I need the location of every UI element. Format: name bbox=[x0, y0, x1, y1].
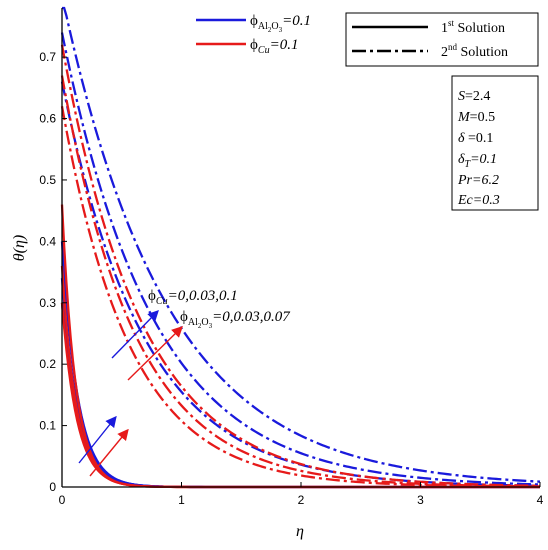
legend-label-cu: ϕCu=0.1 bbox=[250, 37, 298, 56]
legend-solutions-box bbox=[345, 12, 539, 67]
x-tick-label: 0 bbox=[59, 493, 66, 507]
y-tick-label: 0.2 bbox=[39, 357, 56, 371]
x-tick-label: 3 bbox=[417, 493, 424, 507]
y-tick-label: 0.5 bbox=[39, 173, 56, 187]
series-cu-second-phi-0_03 bbox=[60, 75, 541, 488]
y-tick-label: 0 bbox=[49, 480, 56, 494]
series-cu-first-phi-0_1 bbox=[60, 204, 540, 489]
param-pr: Pr=6.2 bbox=[457, 173, 499, 188]
x-axis-label: η bbox=[296, 523, 304, 540]
y-tick-label: 0.6 bbox=[39, 112, 56, 126]
series-cu-first-phi-0 bbox=[60, 302, 540, 489]
param-ec: Ec=0.3 bbox=[457, 193, 500, 208]
param-delta-t: δT=0.1 bbox=[458, 152, 497, 170]
annotation-phi-al2o3: ϕAl2O3=0,0.03,0.07 bbox=[180, 309, 291, 330]
y-tick-label: 0.4 bbox=[39, 234, 56, 248]
legend-label-al2o3: ϕAl2O3=0.1 bbox=[250, 13, 311, 34]
legend-solutions: 1st Solution 2nd Solution bbox=[345, 12, 539, 67]
x-ticks: 0 1 2 3 4 bbox=[59, 482, 544, 507]
x-tick-label: 2 bbox=[298, 493, 305, 507]
param-m: M=0.5 bbox=[457, 110, 495, 125]
arrow-red-second-solution bbox=[127, 326, 183, 381]
arrow-red-first-solution bbox=[89, 428, 129, 477]
series-al2o3-first-phi-0_03 bbox=[60, 278, 540, 489]
legend-nanofluid: ϕAl2O3=0.1 ϕCu=0.1 bbox=[196, 13, 311, 56]
y-ticks: 0 0.1 0.2 0.3 0.4 0.5 0.6 0.7 bbox=[39, 50, 67, 494]
legend-label-second-solution: 2nd Solution bbox=[441, 42, 508, 60]
series-al2o3-second-phi-0_07 bbox=[62, 6, 541, 483]
x-tick-label: 1 bbox=[178, 493, 185, 507]
series-cu-second-phi-0_1 bbox=[60, 44, 541, 487]
y-tick-label: 0.3 bbox=[39, 296, 56, 310]
y-axis-label: θ(η) bbox=[11, 235, 28, 261]
series-al2o3-second-phi-0_03 bbox=[60, 32, 541, 486]
y-tick-label: 0.7 bbox=[39, 50, 56, 64]
x-tick-label: 4 bbox=[537, 493, 544, 507]
parameters-box: S=2.4 M=0.5 δ =0.1 δT=0.1 Pr=6.2 Ec=0.3 bbox=[451, 75, 539, 211]
y-tick-label: 0.1 bbox=[39, 419, 56, 433]
param-delta: δ =0.1 bbox=[458, 131, 493, 146]
arrow-blue-first-solution bbox=[78, 415, 117, 464]
legend-label-first-solution: 1st Solution bbox=[441, 18, 505, 36]
arrow-blue-second-solution bbox=[111, 309, 159, 359]
annotation-phi-cu: ϕCu=0,0.03,0.1 bbox=[148, 288, 238, 307]
param-s: S=2.4 bbox=[458, 89, 490, 104]
parameters-frame bbox=[451, 75, 539, 211]
series-al2o3-first-phi-0 bbox=[60, 302, 540, 489]
